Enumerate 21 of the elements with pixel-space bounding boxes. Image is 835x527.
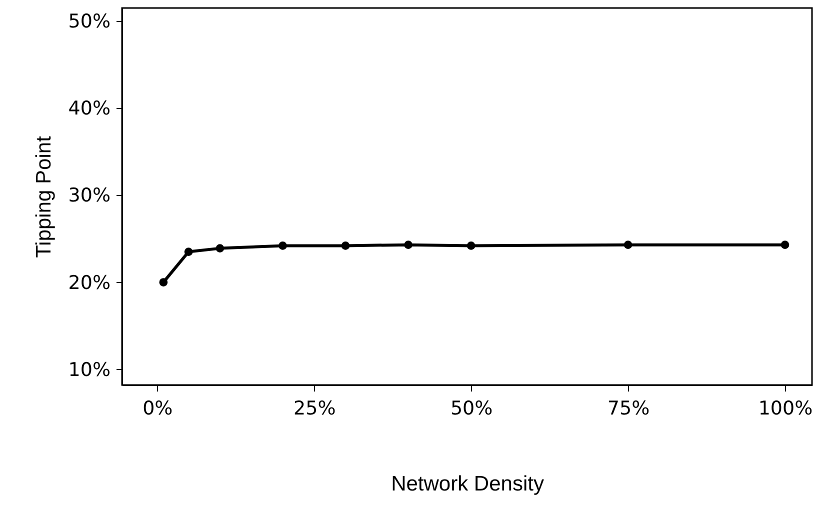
point: [216, 244, 224, 252]
y-tick-label: 20%: [68, 272, 110, 294]
point: [466, 242, 476, 250]
y-tick-label: 10%: [68, 358, 110, 381]
point: [341, 242, 350, 250]
point: [159, 278, 168, 286]
y-axis-title: Tipping Point: [32, 136, 56, 258]
x-tick-label: 75%: [607, 398, 650, 420]
x-axis-title: Network Density: [391, 472, 544, 496]
x-tick-label: 25%: [294, 398, 336, 420]
x-tick-label: 0%: [142, 398, 173, 420]
y-tick-label: 30%: [68, 184, 110, 207]
point: [780, 240, 790, 249]
point: [278, 242, 287, 250]
point: [624, 240, 632, 249]
x-tick-label: 50%: [450, 398, 493, 420]
point: [184, 248, 193, 256]
y-tick-label: 50%: [68, 10, 110, 33]
point: [404, 240, 412, 249]
x-tick-label: 100%: [758, 398, 813, 420]
y-tick-label: 40%: [68, 98, 110, 120]
